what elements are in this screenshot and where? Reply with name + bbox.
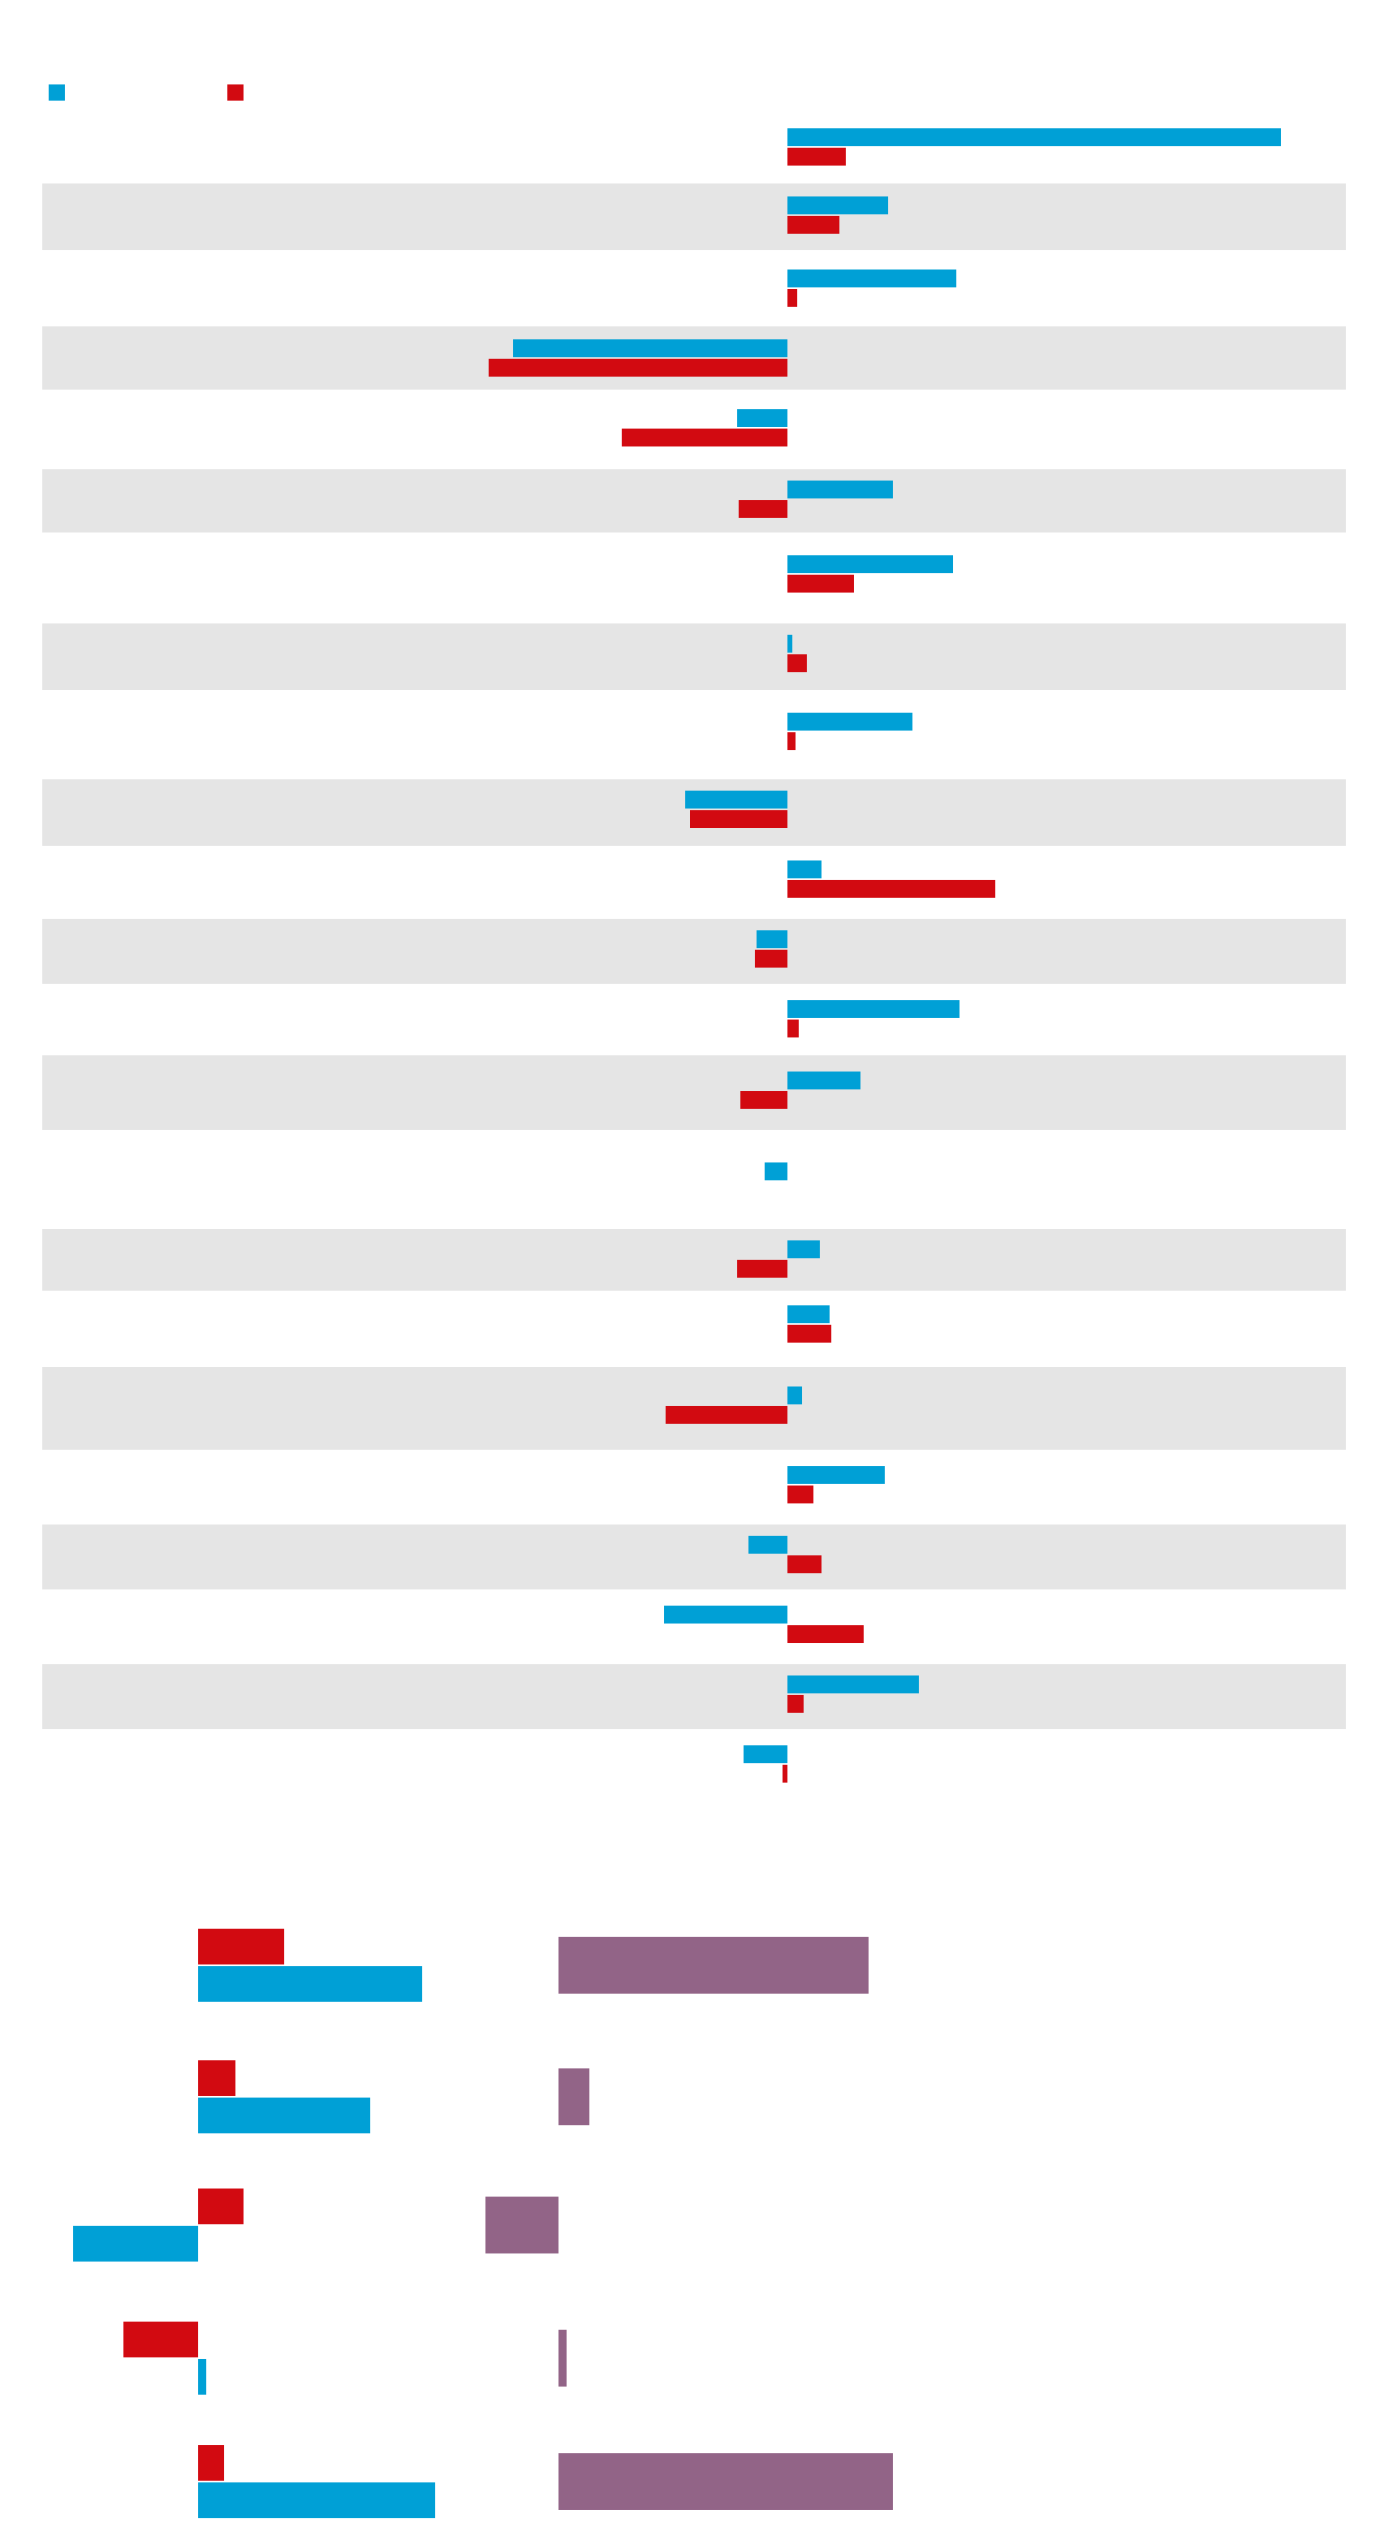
bar	[743, 1745, 788, 1764]
bar	[558, 2453, 893, 2510]
bar	[198, 2097, 371, 2134]
bar	[787, 1694, 804, 1713]
bar	[787, 1305, 830, 1324]
bar	[73, 2225, 199, 2262]
bar	[690, 810, 788, 828]
bar	[787, 732, 796, 751]
bar	[787, 215, 840, 234]
legend-swatch	[227, 84, 244, 101]
bar	[740, 1091, 788, 1109]
row-band	[42, 623, 1346, 690]
row-band	[42, 469, 1346, 533]
bar	[787, 634, 793, 653]
bar	[621, 428, 788, 447]
bar	[737, 1259, 788, 1278]
bar	[198, 2445, 225, 2481]
bar	[787, 654, 807, 673]
bar	[787, 1555, 822, 1574]
bar	[748, 1535, 788, 1554]
row-band	[42, 1524, 1346, 1590]
row-band	[42, 1055, 1346, 1130]
row-band	[42, 326, 1346, 390]
bar	[664, 1605, 788, 1624]
bar	[485, 2196, 559, 2254]
row-band	[42, 183, 1346, 251]
bar	[787, 712, 913, 731]
bar	[558, 1936, 869, 1994]
bar	[787, 128, 1281, 147]
bar	[198, 2482, 436, 2519]
bar	[787, 269, 957, 288]
row-band	[42, 1229, 1346, 1291]
bar	[787, 196, 889, 215]
bar	[787, 1386, 803, 1405]
bar	[198, 2358, 207, 2395]
bar	[787, 555, 954, 574]
bar	[513, 339, 788, 358]
bar	[787, 1019, 799, 1038]
bar	[488, 358, 788, 377]
bar	[198, 2060, 236, 2096]
bar	[787, 1625, 864, 1644]
bar	[558, 2068, 590, 2126]
bar	[754, 949, 788, 968]
bar	[787, 574, 854, 593]
legend-swatch	[48, 84, 65, 101]
row-band	[42, 1664, 1346, 1730]
bar	[198, 1928, 285, 1965]
bar	[787, 860, 822, 879]
bar	[685, 790, 788, 809]
bar	[738, 500, 788, 518]
bar	[787, 1071, 861, 1090]
bar	[782, 1764, 788, 1783]
bar	[787, 879, 996, 898]
bar	[787, 480, 893, 499]
row-band	[42, 918, 1346, 984]
bar	[787, 1675, 919, 1694]
bar	[787, 1324, 832, 1343]
bar	[558, 2329, 567, 2387]
bar	[787, 1485, 814, 1504]
bar	[756, 930, 788, 949]
bar	[787, 147, 846, 166]
bar	[764, 1162, 788, 1181]
bar	[665, 1405, 788, 1424]
bar	[787, 288, 798, 307]
bar	[198, 1966, 423, 2002]
bar	[787, 1466, 885, 1484]
bar	[787, 1000, 960, 1018]
bar	[737, 409, 788, 427]
bar	[198, 2188, 244, 2225]
bar	[123, 2321, 199, 2358]
bar	[787, 1240, 820, 1259]
